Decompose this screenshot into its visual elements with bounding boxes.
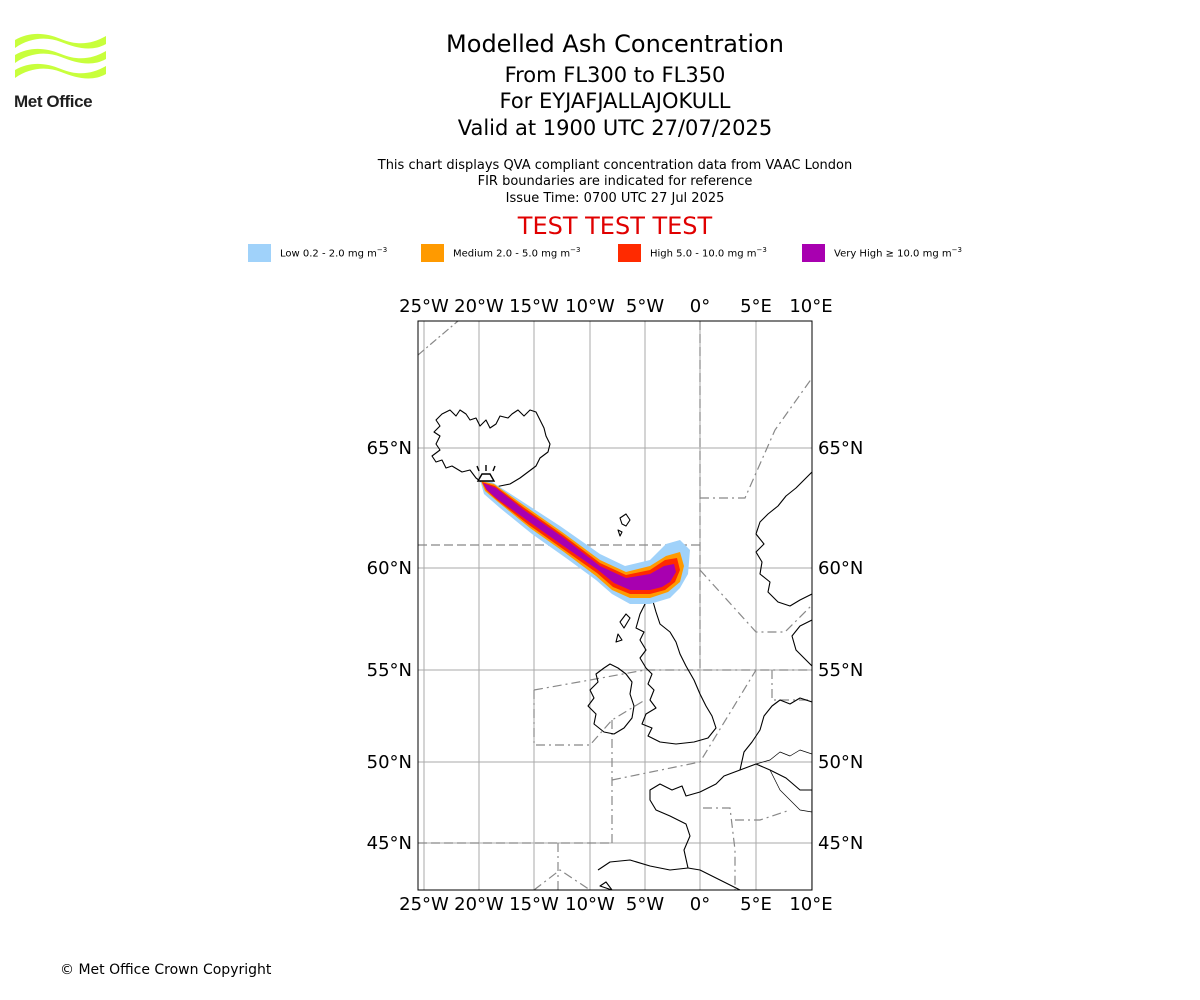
lon-labels-bottom: 25°W 20°W 15°W 10°W 5°W 0° 5°E 10°E <box>399 894 832 915</box>
fir-boundaries <box>418 321 812 890</box>
lat-tick-left: 60°N <box>367 558 412 579</box>
lon-tick-top: 25°W <box>399 296 449 317</box>
ash-plume <box>480 480 690 604</box>
ireland-coast <box>587 663 635 735</box>
lon-tick-top: 5°E <box>740 296 772 317</box>
lon-tick-top: 0° <box>690 296 710 317</box>
legend-label-very-high: Very High ≥ 10.0 mg m−3 <box>834 246 962 260</box>
copyright-notice: © Met Office Crown Copyright <box>60 962 272 978</box>
denmark-coast <box>791 619 812 667</box>
lat-tick-left: 50°N <box>367 752 412 773</box>
lon-labels-top: 25°W 20°W 15°W 10°W 5°W 0° 5°E 10°E <box>399 296 832 317</box>
iceland-coast <box>431 409 551 489</box>
description-line: This chart displays QVA compliant concen… <box>377 158 853 173</box>
lat-tick-right: 55°N <box>818 660 863 681</box>
volcano-name: For EYJAFJALLAJOKULL <box>499 89 731 113</box>
logo-waves-icon <box>15 33 106 79</box>
chart-title: Modelled Ash Concentration <box>446 30 784 58</box>
lon-tick-top: 5°W <box>626 296 664 317</box>
great-britain-coast <box>635 597 717 745</box>
plume-very-high <box>483 483 676 590</box>
benelux-coast <box>739 697 812 771</box>
lon-tick-bottom: 15°W <box>509 894 559 915</box>
lon-tick-top: 15°W <box>509 296 559 317</box>
lon-tick-bottom: 5°E <box>740 894 772 915</box>
faroe-coast <box>617 513 631 537</box>
lat-labels-left: 65°N 60°N 55°N 50°N 45°N <box>367 438 412 854</box>
flight-level-range: From FL300 to FL350 <box>504 63 726 87</box>
valid-time: Valid at 1900 UTC 27/07/2025 <box>457 116 773 140</box>
legend-label-high: High 5.0 - 10.0 mg m−3 <box>650 246 767 260</box>
graticule <box>418 321 812 890</box>
legend-swatch-low <box>248 244 271 262</box>
norway-coast <box>755 471 812 607</box>
lon-tick-top: 10°E <box>789 296 832 317</box>
spain-islands <box>599 881 613 890</box>
issue-time: Issue Time: 0700 UTC 27 Jul 2025 <box>505 191 725 206</box>
lon-tick-bottom: 25°W <box>399 894 449 915</box>
lat-tick-right: 50°N <box>818 752 863 773</box>
map-frame <box>417 320 813 891</box>
lat-tick-right: 65°N <box>818 438 863 459</box>
legend-label-medium: Medium 2.0 - 5.0 mg m−3 <box>453 246 581 260</box>
lat-tick-left: 45°N <box>367 833 412 854</box>
lon-tick-bottom: 5°W <box>626 894 664 915</box>
logo-text: Met Office <box>14 92 93 111</box>
legend-label-low: Low 0.2 - 2.0 mg m−3 <box>280 246 388 260</box>
lat-tick-left: 65°N <box>367 438 412 459</box>
lon-tick-top: 10°W <box>565 296 615 317</box>
hebrides <box>615 613 631 643</box>
lon-tick-top: 20°W <box>454 296 504 317</box>
lat-tick-left: 55°N <box>367 660 412 681</box>
lat-tick-right: 45°N <box>818 833 863 854</box>
france-coast <box>649 763 812 890</box>
france-border <box>769 769 812 813</box>
lat-labels-right: 65°N 60°N 55°N 50°N 45°N <box>818 438 863 854</box>
benelux-border <box>755 749 812 765</box>
legend-swatch-very-high <box>802 244 825 262</box>
legend-swatch-medium <box>421 244 444 262</box>
lat-tick-right: 60°N <box>818 558 863 579</box>
lon-tick-bottom: 20°W <box>454 894 504 915</box>
legend-swatch-high <box>618 244 641 262</box>
met-office-logo: Met Office <box>14 30 108 114</box>
test-banner: TEST TEST TEST <box>517 212 713 240</box>
fir-note: FIR boundaries are indicated for referen… <box>477 174 753 189</box>
spain-north-coast <box>597 859 689 871</box>
lon-tick-bottom: 10°E <box>789 894 832 915</box>
lon-tick-bottom: 0° <box>690 894 710 915</box>
volcano-icon <box>476 465 496 482</box>
lon-tick-bottom: 10°W <box>565 894 615 915</box>
